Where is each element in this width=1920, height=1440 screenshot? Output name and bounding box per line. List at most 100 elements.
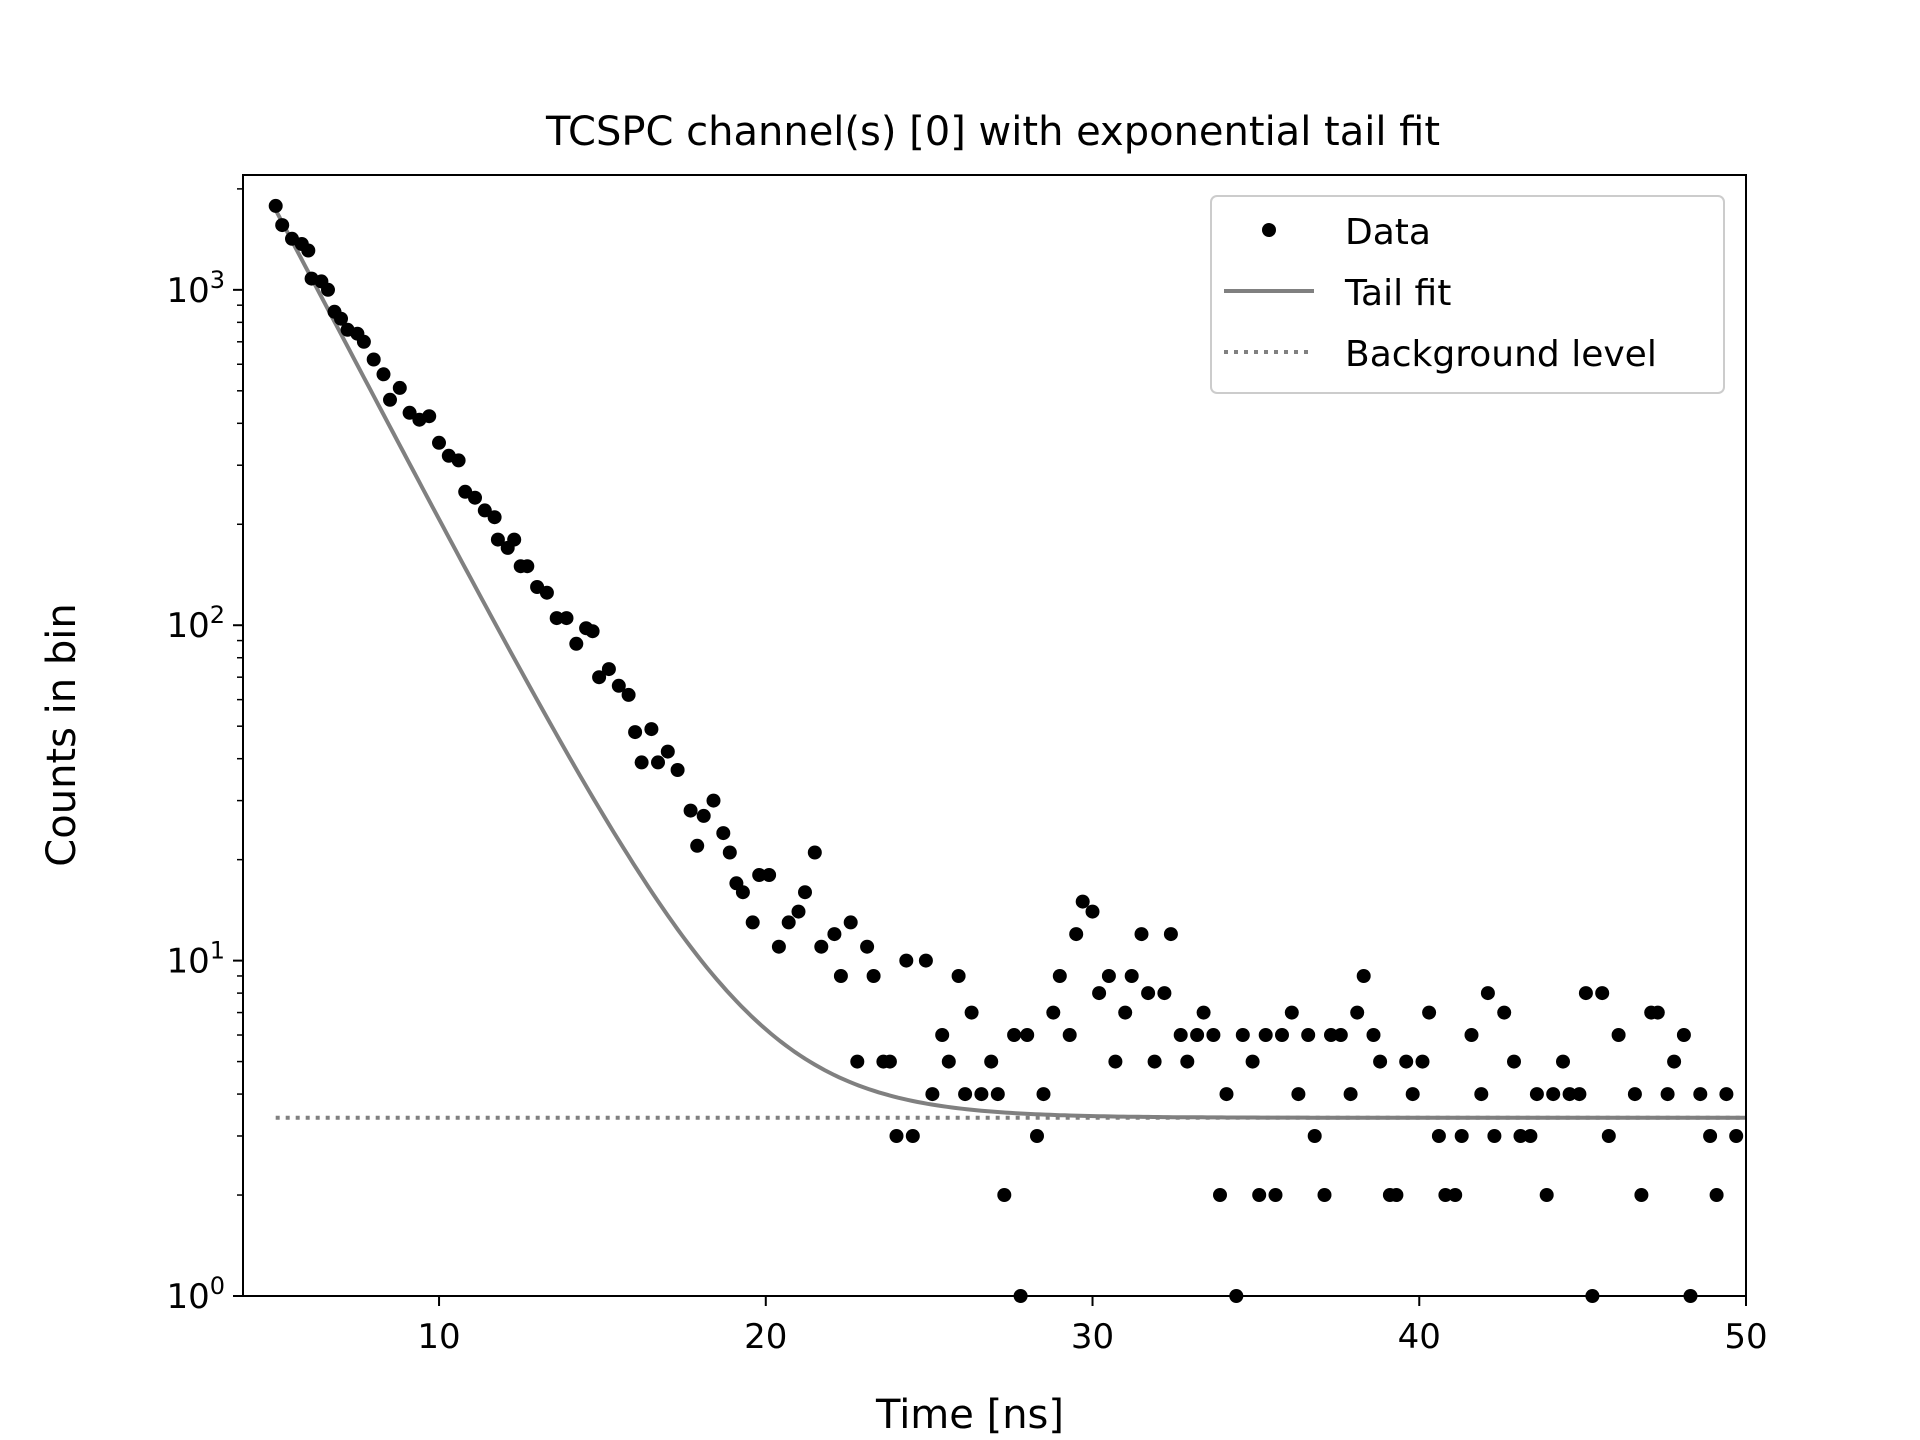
data-point: [1235, 1028, 1250, 1042]
data-point: [490, 532, 505, 547]
axes-frame: [242, 174, 1747, 1297]
data-point: [1627, 1087, 1642, 1102]
data-point: [1366, 1028, 1381, 1042]
data-point: [1415, 1054, 1430, 1069]
data-point: [1284, 1005, 1299, 1020]
data-point: [807, 845, 822, 860]
data-point: [1507, 1054, 1521, 1069]
data-point: [814, 939, 829, 954]
data-point: [1163, 927, 1178, 942]
data-point: [1213, 1188, 1227, 1202]
data-point: [628, 725, 643, 740]
data-point: [611, 678, 626, 693]
x-axis-label: Time [ns]: [875, 1392, 1064, 1438]
data-point: [1373, 1054, 1388, 1069]
data-point: [376, 367, 391, 382]
legend: Data Tail fit Background level: [1210, 195, 1725, 394]
data-point: [833, 969, 848, 983]
data-point: [1190, 1028, 1205, 1042]
data-point: [1546, 1087, 1561, 1102]
data-point: [1454, 1129, 1469, 1143]
x-tick-label: 30: [1071, 1317, 1114, 1357]
data-point: [1474, 1087, 1489, 1102]
data-point: [1595, 986, 1610, 1001]
data-point: [1405, 1087, 1420, 1102]
data-point: [392, 380, 407, 395]
data-point: [1062, 1028, 1077, 1042]
tail-fit-line: [273, 209, 1746, 1120]
data-point: [1196, 1005, 1211, 1020]
data-point: [422, 409, 437, 424]
data-point: [1092, 986, 1107, 1001]
data-point: [696, 808, 711, 823]
data-point: [634, 755, 649, 770]
data-point: [1134, 927, 1149, 942]
data-point: [1101, 969, 1116, 983]
data-point: [592, 670, 607, 685]
data-point: [706, 793, 721, 808]
data-point: [1180, 1054, 1195, 1069]
data-point: [1291, 1087, 1306, 1102]
data-point: [843, 915, 858, 930]
data-point: [1523, 1129, 1538, 1143]
data-point: [1719, 1087, 1734, 1102]
data-point: [321, 282, 335, 297]
data-point: [487, 510, 502, 525]
data-point: [798, 885, 812, 900]
data-point: [644, 722, 659, 737]
data-point: [1252, 1188, 1267, 1202]
data-point: [1464, 1028, 1479, 1042]
plot-area: [268, 198, 1746, 1303]
data-point: [1350, 1005, 1365, 1020]
data-point: [670, 763, 685, 777]
x-axis-ticks: 10 20 30 40 50: [417, 1296, 1768, 1357]
data-point: [1480, 986, 1495, 1001]
legend-label-tail-fit: Tail fit: [1344, 273, 1451, 314]
x-tick-label: 50: [1724, 1317, 1767, 1357]
data-point: [791, 904, 806, 919]
data-point: [451, 453, 466, 468]
legend-label-background-level: Background level: [1345, 334, 1657, 375]
x-tick-label: 10: [417, 1317, 460, 1357]
data-point: [1650, 1005, 1665, 1020]
data-point: [1030, 1129, 1044, 1143]
data-point: [781, 915, 796, 930]
data-point: [601, 662, 616, 677]
data-point: [827, 927, 842, 942]
data-point: [990, 1087, 1005, 1102]
data-point: [1324, 1028, 1338, 1042]
data-point: [366, 352, 381, 367]
data-point: [935, 1028, 950, 1042]
data-point: [1118, 1005, 1133, 1020]
data-point: [1667, 1054, 1682, 1069]
data-point: [301, 243, 316, 258]
data-point: [621, 687, 636, 702]
data-point: [1572, 1087, 1587, 1102]
data-point: [1601, 1129, 1616, 1143]
data-point: [275, 218, 290, 233]
y-tick-label: 103: [166, 266, 225, 311]
data-point: [402, 405, 417, 420]
data-point: [860, 939, 875, 954]
data-point: [507, 532, 522, 547]
data-point: [1052, 969, 1067, 983]
data-point: [683, 803, 698, 818]
data-point: [539, 585, 554, 600]
data-point: [1634, 1188, 1649, 1202]
data-point: [1268, 1188, 1283, 1202]
data-point: [1258, 1028, 1273, 1042]
data-point: [1020, 1028, 1035, 1042]
data-point: [1343, 1087, 1358, 1102]
data-point: [1529, 1087, 1544, 1102]
data-point: [964, 1005, 979, 1020]
data-point: [559, 611, 574, 626]
data-point: [925, 1087, 940, 1102]
data-point: [889, 1129, 904, 1143]
data-point: [585, 624, 600, 639]
data-point: [1611, 1028, 1626, 1042]
data-point: [1539, 1188, 1554, 1202]
data-point: [771, 939, 786, 954]
data-point: [477, 503, 492, 518]
data-point: [1219, 1087, 1234, 1102]
